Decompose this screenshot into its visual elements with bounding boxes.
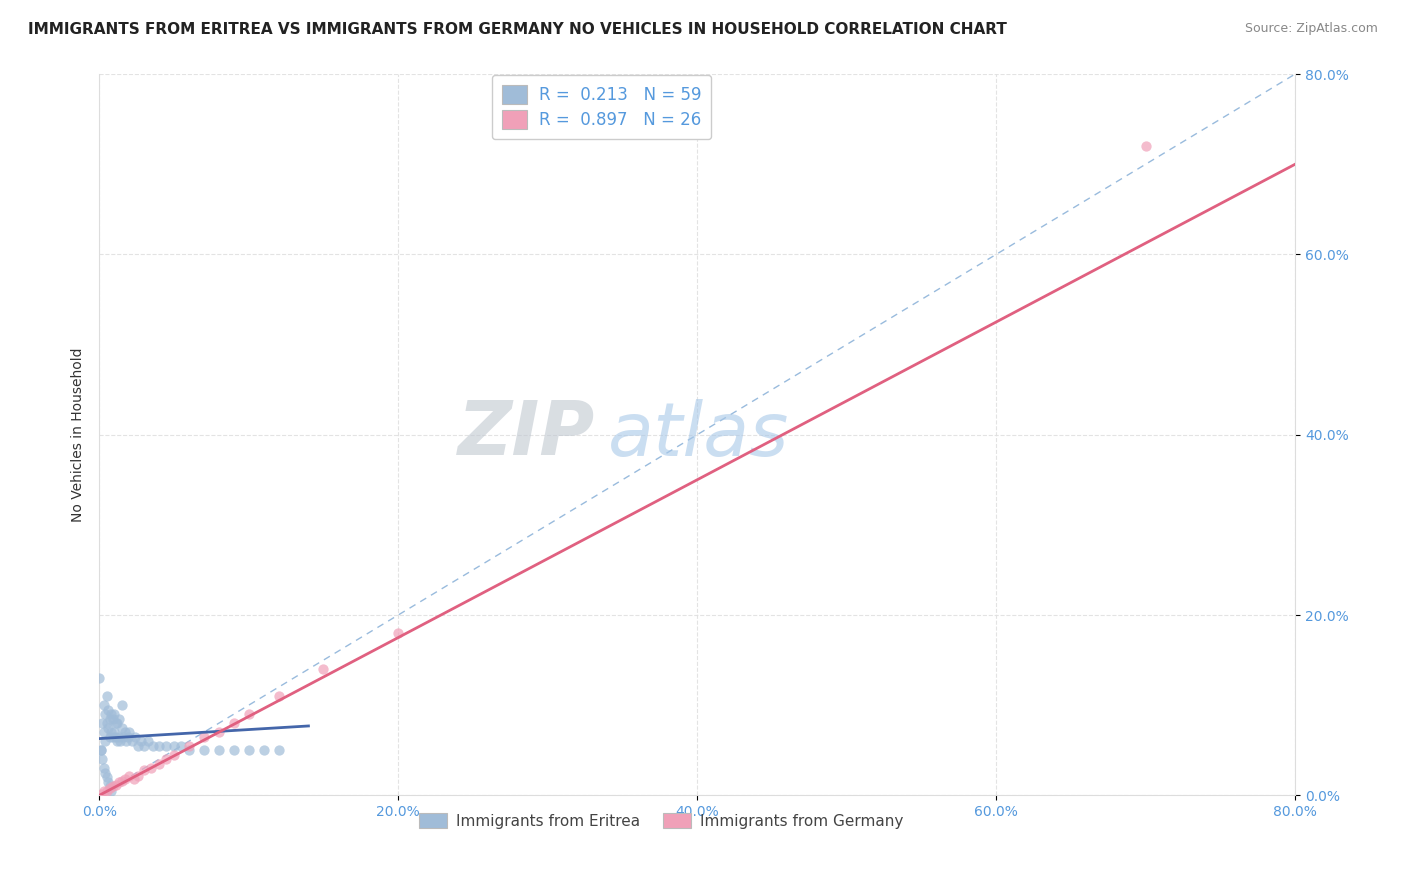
Point (91, 752, 114, 766)
Point (104, 716, 127, 731)
Point (163, 739, 186, 753)
Point (193, 730, 215, 744)
Point (107, 712, 129, 726)
Point (193, 743, 215, 757)
Point (170, 739, 193, 753)
Point (103, 725, 125, 739)
Point (238, 743, 260, 757)
Point (155, 752, 177, 766)
Point (117, 730, 139, 744)
Point (110, 721, 132, 735)
Point (238, 707, 260, 722)
Point (312, 662, 335, 676)
Point (101, 730, 124, 744)
Point (132, 739, 155, 753)
Point (91, 716, 114, 731)
Point (114, 725, 136, 739)
Point (93, 761, 115, 775)
Point (132, 763, 155, 777)
Point (118, 768, 141, 782)
Point (267, 689, 290, 703)
Point (208, 725, 231, 739)
Point (141, 761, 163, 775)
Point (208, 743, 231, 757)
Point (96, 689, 118, 703)
Y-axis label: No Vehicles in Household: No Vehicles in Household (72, 348, 86, 522)
Point (94, 707, 117, 722)
Point (93, 784, 115, 798)
Point (127, 739, 149, 753)
Text: IMMIGRANTS FROM ERITREA VS IMMIGRANTS FROM GERMANY NO VEHICLES IN HOUSEHOLD CORR: IMMIGRANTS FROM ERITREA VS IMMIGRANTS FR… (28, 22, 1007, 37)
Point (96, 716, 118, 731)
Point (103, 707, 125, 722)
Point (105, 716, 128, 731)
Text: ZIP: ZIP (458, 398, 596, 471)
Point (107, 775, 129, 789)
Point (94, 765, 117, 780)
Point (222, 743, 245, 757)
Point (97, 775, 120, 789)
Point (222, 716, 245, 731)
Point (100, 725, 122, 739)
Point (112, 730, 135, 744)
Text: atlas: atlas (607, 399, 789, 471)
Point (108, 734, 131, 748)
Point (93, 698, 115, 713)
Point (98, 730, 121, 744)
Point (100, 707, 122, 722)
Point (104, 730, 127, 744)
Point (148, 756, 170, 771)
Point (177, 739, 200, 753)
Point (101, 780, 124, 794)
Point (138, 734, 160, 748)
Point (107, 730, 129, 744)
Point (121, 734, 143, 748)
Point (148, 739, 170, 753)
Point (96, 770, 118, 784)
Point (90, 743, 112, 757)
Point (1135, 139, 1157, 153)
Point (142, 739, 165, 753)
Point (110, 698, 132, 713)
Point (105, 734, 128, 748)
Point (267, 743, 290, 757)
Point (98, 780, 121, 794)
Point (94, 734, 117, 748)
Point (110, 774, 132, 789)
Point (129, 734, 152, 748)
Point (387, 626, 409, 640)
Point (90, 787, 112, 801)
Legend: Immigrants from Eritrea, Immigrants from Germany: Immigrants from Eritrea, Immigrants from… (413, 806, 910, 835)
Point (90, 743, 112, 757)
Point (163, 747, 186, 762)
Point (177, 743, 200, 757)
Point (114, 772, 136, 787)
Point (124, 730, 146, 744)
Point (89, 671, 111, 685)
Point (115, 734, 138, 748)
Point (127, 768, 149, 782)
Point (252, 743, 274, 757)
Point (93, 725, 115, 739)
Point (122, 772, 145, 787)
Point (118, 725, 141, 739)
Point (96, 784, 118, 798)
Point (100, 784, 122, 798)
Point (97, 703, 120, 717)
Point (98, 712, 121, 726)
Point (97, 721, 120, 735)
Point (101, 712, 124, 726)
Point (155, 739, 177, 753)
Text: Source: ZipAtlas.com: Source: ZipAtlas.com (1244, 22, 1378, 36)
Point (104, 778, 127, 792)
Point (98, 781, 121, 796)
